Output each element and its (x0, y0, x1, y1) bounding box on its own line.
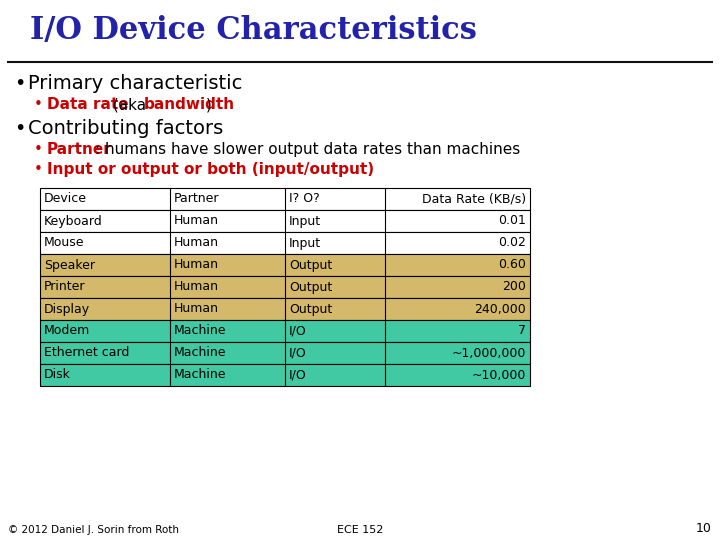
Text: I/O: I/O (289, 347, 307, 360)
Text: Output: Output (289, 280, 332, 294)
Text: •: • (14, 74, 25, 93)
Text: Human: Human (174, 302, 219, 315)
Text: (aka: (aka (108, 97, 151, 112)
Text: 0.01: 0.01 (498, 214, 526, 227)
Text: Printer: Printer (44, 280, 86, 294)
Text: Input or output or both (input/output): Input or output or both (input/output) (47, 162, 374, 177)
Text: I/O: I/O (289, 325, 307, 338)
Text: Primary characteristic: Primary characteristic (28, 74, 243, 93)
Text: 10: 10 (696, 522, 712, 535)
Bar (40, 342, 530, 364)
Text: Input: Input (289, 214, 321, 227)
Text: ~1,000,000: ~1,000,000 (451, 347, 526, 360)
Text: bandwidth: bandwidth (144, 97, 235, 112)
Text: Keyboard: Keyboard (44, 214, 103, 227)
Text: Machine: Machine (174, 368, 227, 381)
Text: © 2012 Daniel J. Sorin from Roth: © 2012 Daniel J. Sorin from Roth (8, 525, 179, 535)
Bar (40, 254, 530, 276)
Text: •: • (34, 142, 43, 157)
Text: Human: Human (174, 259, 219, 272)
Text: Speaker: Speaker (44, 259, 95, 272)
Text: I/O Device Characteristics: I/O Device Characteristics (30, 15, 477, 46)
Bar (40, 364, 530, 386)
Text: 240,000: 240,000 (474, 302, 526, 315)
Text: I/O: I/O (289, 368, 307, 381)
Text: Disk: Disk (44, 368, 71, 381)
Text: Display: Display (44, 302, 90, 315)
Text: Partner: Partner (174, 192, 220, 206)
Text: Mouse: Mouse (44, 237, 84, 249)
Bar (40, 188, 530, 210)
Text: ECE 152: ECE 152 (337, 525, 383, 535)
Bar (40, 210, 530, 232)
Text: •: • (34, 162, 43, 177)
Text: 7: 7 (518, 325, 526, 338)
Bar (40, 232, 530, 254)
Text: Human: Human (174, 214, 219, 227)
Text: •: • (34, 97, 43, 112)
Text: Machine: Machine (174, 347, 227, 360)
Bar (40, 320, 530, 342)
Text: : humans have slower output data rates than machines: : humans have slower output data rates t… (94, 142, 520, 157)
Bar (40, 298, 530, 320)
Text: Contributing factors: Contributing factors (28, 119, 223, 138)
Text: ): ) (205, 97, 211, 112)
Text: Data Rate (KB/s): Data Rate (KB/s) (422, 192, 526, 206)
Text: Modem: Modem (44, 325, 90, 338)
Text: Input: Input (289, 237, 321, 249)
Text: Ethernet card: Ethernet card (44, 347, 130, 360)
Text: Human: Human (174, 280, 219, 294)
Text: Device: Device (44, 192, 87, 206)
Text: Human: Human (174, 237, 219, 249)
Text: Machine: Machine (174, 325, 227, 338)
Text: •: • (14, 119, 25, 138)
Text: ~10,000: ~10,000 (472, 368, 526, 381)
Text: Output: Output (289, 302, 332, 315)
Text: 0.02: 0.02 (498, 237, 526, 249)
Text: 0.60: 0.60 (498, 259, 526, 272)
Bar (40, 276, 530, 298)
Text: Partner: Partner (47, 142, 112, 157)
Text: 200: 200 (502, 280, 526, 294)
Text: Output: Output (289, 259, 332, 272)
Text: I? O?: I? O? (289, 192, 320, 206)
Text: Data rate: Data rate (47, 97, 129, 112)
